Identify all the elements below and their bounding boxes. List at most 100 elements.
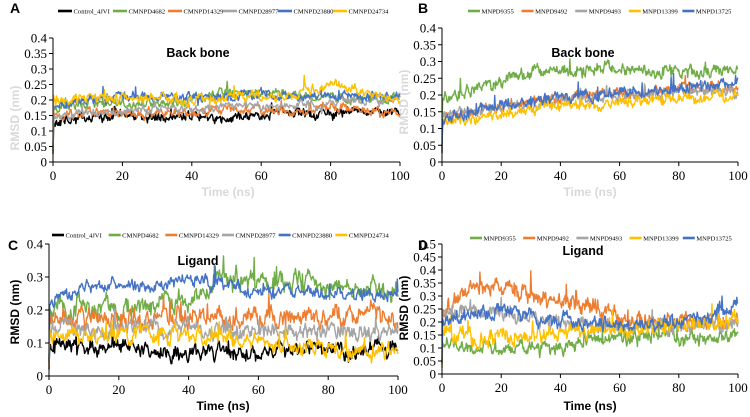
x-tick-label: 20: [112, 382, 125, 397]
legend: Control_4JVI CMNPD4682 CMNPD14329 CMNPD2897…: [58, 8, 389, 15]
legend-item: CMNPD28977: [222, 232, 276, 239]
x-tick-label: 80: [672, 168, 685, 183]
legend-item: CMNPD4682: [113, 8, 165, 15]
x-tick-label: 40: [554, 168, 567, 183]
legend-item: MNPD13399: [629, 235, 679, 242]
y-tick-label: 0: [430, 367, 437, 382]
y-tick-label: 0.1: [31, 124, 47, 139]
legend-item: MNPD9493: [575, 8, 622, 15]
legend-label: CMNPD28977: [239, 8, 280, 15]
x-tick-label: 60: [255, 168, 268, 183]
legend-item: MNPD9492: [523, 235, 569, 242]
y-tick-label: 0.4: [420, 263, 437, 278]
series-line-mnpd9355: [441, 324, 739, 368]
legend-item: CMNPD23880: [278, 232, 333, 239]
legend-label: MNPD13399: [642, 8, 678, 15]
chart-title: Back bone: [551, 46, 614, 60]
legend-item: Control_4JVI: [52, 232, 102, 239]
legend-label: Control_4JVI: [74, 8, 110, 15]
legend-label: CMNPD24734: [349, 8, 390, 15]
y-tick-label: 0.15: [413, 104, 436, 119]
x-tick-label: 100: [728, 380, 748, 395]
legend-label: MNPD13399: [643, 235, 679, 242]
y-tick-label: 0.15: [413, 328, 436, 343]
legend-label: CMNPD28977: [236, 232, 277, 239]
y-tick-label: 0.2: [27, 303, 43, 318]
series-line-cmnpd14329: [52, 99, 401, 153]
panel-label: D: [418, 237, 428, 253]
x-tick-label: 100: [388, 382, 408, 397]
y-tick-label: 0.2: [420, 315, 436, 330]
y-tick-label: 0.45: [413, 250, 436, 265]
x-tick-label: 0: [439, 380, 446, 395]
legend-item: MNPD13725: [682, 8, 732, 15]
panel-label: B: [418, 0, 428, 16]
panel-c: C 0 0.1 0.2 0.3 0.4 0 20 40 60 80 100 Ligand Time (ns…: [8, 232, 408, 413]
legend-item: MNPD13399: [628, 8, 679, 15]
legend-label: Control_4JVI: [66, 232, 102, 239]
series-lines: [441, 58, 739, 155]
series-line-cmnpd14329: [48, 292, 399, 365]
x-tick-label: 0: [439, 168, 446, 183]
y-tick-label: 0.4: [420, 21, 437, 36]
y-tick-label: 0.1: [27, 336, 43, 351]
x-tick-label: 80: [324, 168, 337, 183]
legend-item: CMNPD24734: [333, 8, 389, 15]
y-tick-label: 0.25: [413, 302, 436, 317]
legend: MNPD9355 MNPD9492 MNPD9493 MNPD13399 MNPD137…: [468, 8, 732, 15]
x-tick-label: 60: [252, 382, 265, 397]
y-tick-label: 0.3: [420, 54, 436, 69]
legend-label: CMNPD23880: [292, 232, 333, 239]
y-tick-label: 0.35: [413, 37, 436, 52]
legend-item: MNPD9355: [468, 8, 514, 15]
y-tick-label: 0.2: [420, 88, 436, 103]
y-tick-label: 0: [37, 369, 44, 384]
legend-label: MNPD13725: [696, 235, 732, 242]
y-tick-label: 0.35: [24, 46, 47, 61]
y-axis-title: RMSD (nm): [8, 280, 22, 345]
y-tick-label: 0.05: [413, 138, 436, 153]
series-line-mnpd9355: [441, 58, 739, 149]
panel-label: A: [10, 0, 20, 16]
x-tick-label: 0: [46, 382, 53, 397]
x-tick-label: 20: [495, 380, 508, 395]
chart-title: Back bone: [166, 46, 229, 60]
series-line-mnpd13399: [441, 87, 739, 155]
legend-item: MNPD9355: [470, 235, 516, 242]
y-tick-label: 0.4: [31, 31, 48, 46]
panel-d: D 00.050.10.150.20.250.30.350.40.450.5 0 20…: [397, 235, 748, 413]
chart-title: Ligand: [178, 254, 219, 268]
x-tick-label: 0: [50, 168, 57, 183]
legend-item: MNPD9493: [576, 235, 623, 242]
legend-label: MNPD9355: [484, 235, 517, 242]
legend-item: Control_4JVI: [58, 8, 110, 15]
series-line-cmnpd23880: [48, 265, 399, 362]
y-tick-label: 0.15: [24, 108, 47, 123]
x-tick-label: 80: [322, 382, 335, 397]
panel-label: C: [8, 237, 18, 253]
legend-label: CMNPD23880: [294, 8, 335, 15]
legend-item: CMNPD14329: [165, 232, 219, 239]
series-line-control-4jvi: [52, 102, 401, 154]
series-line-control-4jvi: [48, 330, 399, 370]
series-line-mnpd13725: [441, 295, 739, 364]
legend: MNPD9355 MNPD9492 MNPD9493 MNPD13399 MNPD137…: [470, 235, 733, 242]
legend-item: CMNPD23880: [278, 8, 334, 15]
y-tick-label: 0.1: [420, 341, 436, 356]
x-tick-label: 40: [185, 168, 198, 183]
x-tick-label: 40: [182, 382, 195, 397]
series-line-mnpd13399: [441, 303, 739, 367]
y-tick-label: 0.3: [420, 289, 436, 304]
series-line-mnpd9492: [441, 270, 739, 363]
legend-item: CMNPD28977: [223, 8, 279, 15]
legend-label: MNPD13725: [696, 8, 732, 15]
series-line-cmnpd24734: [52, 74, 401, 150]
y-tick-label: 0.25: [24, 77, 47, 92]
y-tick-label: 0.1: [420, 121, 436, 136]
legend-label: CMNPD14329: [179, 232, 220, 239]
y-tick-label: 0.4: [27, 237, 44, 252]
y-tick-label: 0.3: [31, 62, 47, 77]
x-tick-label: 100: [728, 168, 748, 183]
y-axis-title: RMSD (nm): [397, 276, 411, 341]
legend-label: MNPD9493: [589, 8, 622, 15]
